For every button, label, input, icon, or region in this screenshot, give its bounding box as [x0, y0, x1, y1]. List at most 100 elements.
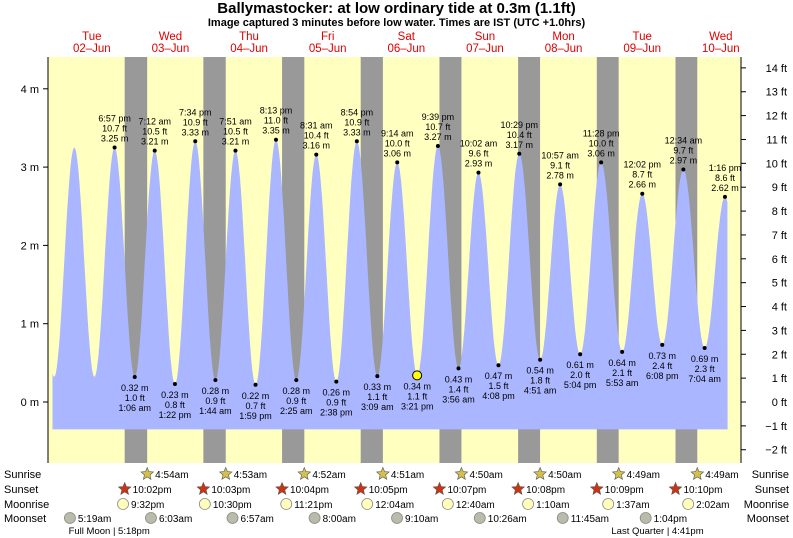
low-tide-height-label: 0.34 m	[404, 381, 432, 391]
low-tide-height-label: 0.69 m	[691, 354, 719, 364]
low-tide-time-label: 2:38 pm	[320, 408, 353, 418]
low-tide-ft-label: 1.0 ft	[125, 393, 146, 403]
day-name-label: Tue	[82, 31, 101, 43]
high-tide-time-label: 12:02 pm	[624, 160, 662, 170]
low-tide-time-label: 3:09 am	[361, 402, 394, 412]
sunrise-time: 4:50am	[548, 470, 581, 481]
low-tide-height-label: 0.47 m	[485, 371, 513, 381]
low-tide-time-label: 2:25 am	[280, 406, 313, 416]
moonset-time: 1:04pm	[654, 514, 687, 525]
sunset-icon	[275, 481, 289, 495]
high-tide-time-label: 9:39 pm	[422, 112, 455, 122]
right-tick-label: 13 ft	[766, 87, 787, 99]
day-name-label: Thu	[239, 31, 259, 43]
high-tide-ft-label: 10.4 ft	[304, 131, 330, 141]
sunrise-time: 4:51am	[391, 470, 424, 481]
high-tide-height-label: 3.27 m	[424, 132, 452, 142]
low-tide-ft-label: 0.8 ft	[165, 400, 186, 410]
sunset-icon	[432, 481, 447, 495]
moonrise-time: 12:40am	[456, 500, 495, 511]
moon-phase-label: Full Moon | 5:18pm	[69, 526, 150, 537]
sunrise-time: 4:54am	[155, 470, 188, 481]
high-tide-time-label: 6:57 pm	[98, 114, 131, 124]
sunrise-time: 4:52am	[312, 470, 345, 481]
low-tide-height-label: 0.32 m	[121, 383, 149, 393]
low-tide-point	[456, 366, 461, 371]
sunset-time: 10:07pm	[447, 485, 486, 496]
moonrise-icon	[441, 498, 454, 510]
high-tide-time-label: 8:31 am	[300, 121, 333, 131]
sunrise-row-label-right: Sunrise	[752, 469, 789, 481]
low-tide-ft-label: 1.4 ft	[448, 384, 469, 394]
low-tide-ft-label: 1.5 ft	[488, 381, 509, 391]
high-tide-time-label: 1:16 pm	[709, 163, 742, 173]
high-tide-point	[354, 139, 359, 144]
low-tide-ft-label: 2.1 ft	[612, 368, 633, 378]
day-date-label: 05–Jun	[309, 43, 347, 55]
day-date-label: 08–Jun	[545, 43, 583, 55]
sunrise-icon	[140, 466, 155, 480]
left-tick-label: 2 m	[21, 240, 39, 252]
high-tide-time-label: 7:34 pm	[179, 107, 212, 117]
high-tide-height-label: 3.33 m	[343, 127, 371, 137]
sunset-time: 10:10pm	[683, 485, 722, 496]
high-tide-point	[681, 167, 686, 172]
high-tide-height-label: 2.97 m	[670, 155, 698, 165]
day-name-label: Fri	[321, 31, 334, 43]
low-tide-point	[213, 378, 218, 383]
sunset-icon	[196, 481, 211, 495]
sunrise-icon	[690, 466, 705, 480]
high-tide-ft-label: 10.4 ft	[507, 130, 533, 140]
moonrise-time: 11:21pm	[294, 500, 332, 511]
right-tick-label: 7 ft	[772, 230, 787, 242]
moon-phase-label: Last Quarter | 4:41pm	[611, 526, 703, 537]
right-tick-label: 1 ft	[772, 373, 787, 385]
high-tide-ft-label: 10.7 ft	[102, 124, 128, 134]
low-tide-ft-label: 1.1 ft	[407, 391, 428, 401]
high-tide-point	[599, 160, 604, 165]
high-tide-time-label: 8:54 pm	[341, 107, 374, 117]
sunrise-icon	[533, 466, 547, 480]
low-tide-time-label: 1:59 pm	[239, 411, 272, 421]
right-tick-label: 8 ft	[772, 206, 787, 218]
moonrise-time: 2:02am	[696, 500, 729, 511]
low-tide-height-label: 0.61 m	[566, 360, 594, 370]
right-tick-label: 11 ft	[766, 134, 787, 146]
low-tide-height-label: 0.33 m	[364, 382, 392, 392]
high-tide-ft-label: 8.6 ft	[715, 173, 736, 183]
moonset-time: 5:19am	[78, 514, 111, 525]
low-tide-point	[132, 374, 137, 379]
low-tide-ft-label: 2.0 ft	[570, 370, 591, 380]
low-tide-point	[253, 382, 258, 387]
sunrise-icon	[297, 466, 312, 480]
moonset-time: 11:45am	[571, 514, 609, 525]
day-name-label: Sat	[398, 31, 416, 43]
high-tide-point	[558, 182, 563, 187]
low-tide-time-label: 1:44 am	[199, 406, 232, 416]
low-tide-time-label: 5:04 pm	[564, 380, 597, 390]
moonset-row-label: Moonset	[4, 513, 46, 525]
high-tide-point	[435, 143, 440, 148]
low-tide-point	[660, 342, 665, 347]
high-tide-ft-label: 11.0 ft	[264, 116, 289, 126]
low-tide-point	[702, 345, 707, 350]
right-tick-label: 4 ft	[772, 302, 787, 314]
moonrise-time: 1:37am	[616, 500, 649, 511]
sunset-row-label-right: Sunset	[755, 484, 789, 496]
right-tick-label: −1 ft	[765, 421, 787, 433]
right-tick-label: 6 ft	[772, 254, 787, 266]
high-tide-time-label: 9:14 am	[381, 128, 414, 138]
high-tide-ft-label: 9.6 ft	[468, 149, 489, 159]
sunset-icon	[353, 481, 368, 495]
moonset-icon	[639, 512, 652, 524]
moonrise-time: 9:32pm	[131, 500, 164, 511]
high-tide-height-label: 3.17 m	[506, 140, 534, 150]
low-tide-point	[334, 379, 339, 384]
sunset-time: 10:03pm	[211, 485, 250, 496]
right-tick-label: 2 ft	[772, 349, 787, 361]
right-tick-label: 12 ft	[766, 111, 787, 123]
moonset-time: 6:03am	[159, 514, 192, 525]
high-tide-ft-label: 10.9 ft	[344, 117, 370, 127]
high-tide-height-label: 3.35 m	[262, 126, 290, 136]
